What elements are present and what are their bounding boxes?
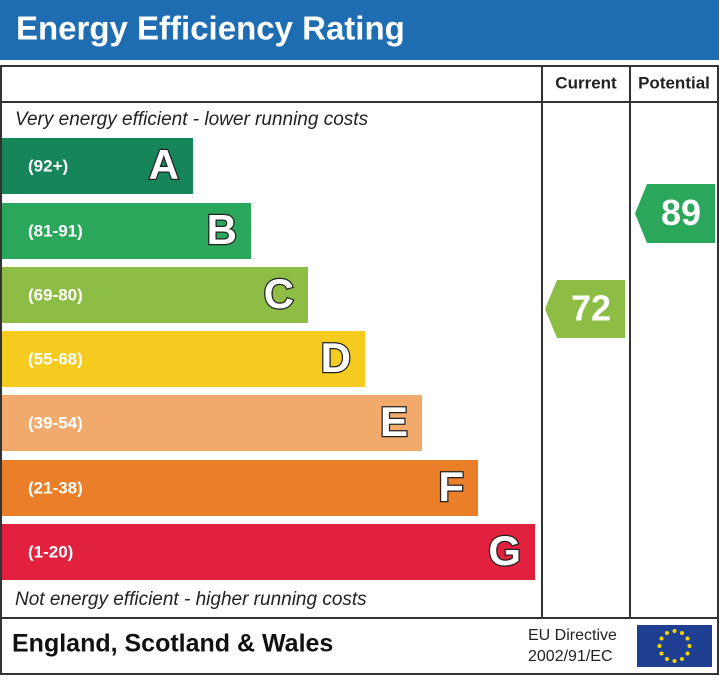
title-bar (0, 0, 719, 60)
column-header: Potential (638, 73, 710, 92)
band-letter: E (380, 398, 408, 445)
title: Energy Efficiency Rating (16, 10, 405, 47)
band-letter: G (488, 527, 521, 574)
band-range: (39-54) (28, 413, 83, 432)
band-letter: C (264, 270, 294, 317)
directive: EU Directive (528, 627, 617, 644)
eu-star (685, 636, 690, 641)
top-note: Very energy efficient - lower running co… (15, 109, 369, 130)
directive: 2002/91/EC (528, 648, 613, 665)
eu-star (685, 651, 690, 656)
band (2, 460, 478, 516)
eu-star (687, 644, 692, 648)
band-letter: D (321, 334, 351, 381)
eu-star (657, 644, 662, 648)
band-letter: F (438, 463, 464, 510)
band-range: (21-38) (28, 478, 83, 497)
region: England, Scotland & Wales (12, 630, 333, 658)
band (2, 395, 422, 451)
band-range: (69-80) (28, 285, 83, 304)
band (2, 203, 251, 259)
current-arrow (545, 280, 625, 338)
current-rating: 72 (571, 288, 611, 329)
eu-star (659, 651, 664, 656)
eu-star (665, 656, 669, 661)
eu-star (659, 636, 664, 641)
eu-star (680, 656, 684, 661)
eu-star (672, 659, 677, 663)
band-letter: B (207, 206, 237, 253)
column-header: Current (555, 73, 617, 92)
band-range: (55-68) (28, 349, 83, 368)
band-range: (81-91) (28, 221, 83, 240)
frame (0, 65, 719, 675)
band-range: (92+) (28, 156, 68, 175)
potential-arrow (635, 184, 715, 243)
band-range: (1-20) (28, 542, 73, 561)
band (2, 331, 365, 387)
bottom-note: Not energy efficient - higher running co… (15, 589, 367, 610)
eu-star (665, 631, 669, 636)
band-letter: A (149, 141, 179, 188)
eu-star (672, 629, 677, 633)
eu-star (680, 631, 684, 636)
band (2, 138, 193, 194)
band (2, 267, 308, 323)
band (2, 524, 535, 580)
eu-stars (657, 629, 692, 663)
potential-rating: 89 (661, 192, 701, 233)
